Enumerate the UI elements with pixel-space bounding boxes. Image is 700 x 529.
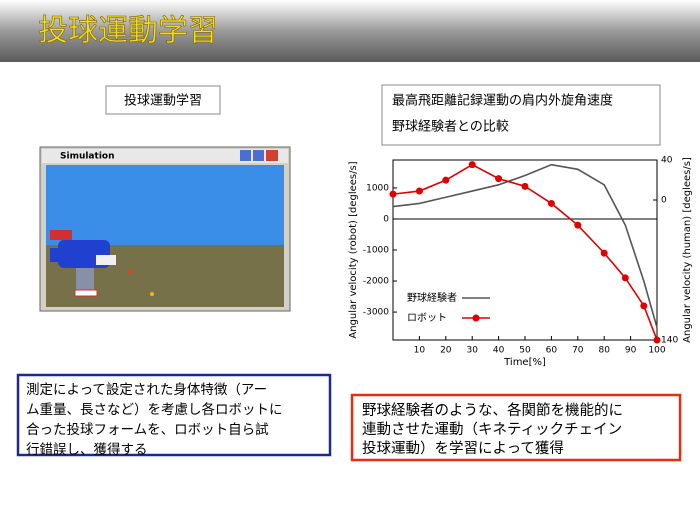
y-axis-label: Angular velocity (robot) [deglees/s] xyxy=(348,161,359,338)
caption-line: 投球運動）を学習によって獲得 xyxy=(362,440,564,457)
slide-title: 投球運動学習 xyxy=(38,14,218,49)
x-tick-label: 90 xyxy=(625,346,637,356)
window-title: Simulation xyxy=(60,152,115,162)
point xyxy=(653,336,661,344)
plot-area xyxy=(392,159,658,341)
x-tick-label: 40 xyxy=(493,346,505,356)
label-box xyxy=(105,85,221,115)
legend-label: 野球経験者 xyxy=(407,291,457,304)
caption-line: 測定によって設定された身体特徴（アー xyxy=(26,382,267,398)
label-box xyxy=(381,84,661,146)
y2-axis-label: Angular velocity (human) [deglees/s] xyxy=(682,157,693,343)
caption-line: 連動させた運動（キネティックチェイン xyxy=(362,421,622,438)
label-line: 最高飛距離記録運動の肩内外旋角速度 xyxy=(392,93,613,109)
point xyxy=(640,302,648,310)
point xyxy=(468,161,476,169)
left-label: 投球運動学習 xyxy=(124,93,202,109)
x-tick-label: 70 xyxy=(572,346,584,356)
y-tick-label: -3000 xyxy=(363,308,389,318)
series-line xyxy=(392,163,658,341)
x-tick-label: 50 xyxy=(519,346,531,356)
x-tick-label: 80 xyxy=(598,346,610,356)
x-tick-label: 100 xyxy=(648,346,665,356)
chart: -3000 -2000 -1000 0 1000 40 0 140 10 20 30 40 50 60 70… xyxy=(348,156,693,369)
y-tick-label: 1000 xyxy=(366,183,389,193)
x-tick-label: 20 xyxy=(440,346,452,356)
caption-box xyxy=(16,373,332,457)
series-line xyxy=(392,163,658,328)
label-line: 野球経験者との比較 xyxy=(392,120,509,135)
x-tick-label: 30 xyxy=(466,346,478,356)
caption-line: 行錯誤し、獲得する xyxy=(26,441,148,458)
y2-tick-label: 40 xyxy=(661,156,673,166)
point xyxy=(574,221,582,229)
y2-tick-label: 140 xyxy=(661,336,678,346)
y-tick-label: -1000 xyxy=(363,246,389,256)
caption-box xyxy=(350,393,682,462)
point xyxy=(389,190,397,198)
header-bar xyxy=(0,0,700,62)
point xyxy=(521,182,529,190)
point xyxy=(621,274,629,282)
point xyxy=(547,199,555,207)
legend-swatch xyxy=(472,314,480,322)
legend-label: ロボット xyxy=(407,312,447,324)
point xyxy=(415,187,423,195)
y-tick-label: 0 xyxy=(383,214,389,224)
point xyxy=(495,175,503,183)
caption-line: ム重量、長さなど）を考慮し各ロボットに xyxy=(26,402,283,418)
caption-line: 野球経験者のような、各関節を機能的に xyxy=(362,401,623,419)
x-tick-label: 10 xyxy=(414,346,426,356)
x-axis-label: Time[%] xyxy=(503,357,546,368)
point xyxy=(442,176,450,184)
simulation-window: Simulation xyxy=(39,146,291,312)
point xyxy=(600,249,608,257)
y2-tick-label: 0 xyxy=(661,196,667,206)
y-tick-label: -2000 xyxy=(363,277,389,287)
x-tick-label: 60 xyxy=(546,346,558,356)
caption-line: 合った投球フォームを、ロボット自ら試 xyxy=(26,422,269,438)
